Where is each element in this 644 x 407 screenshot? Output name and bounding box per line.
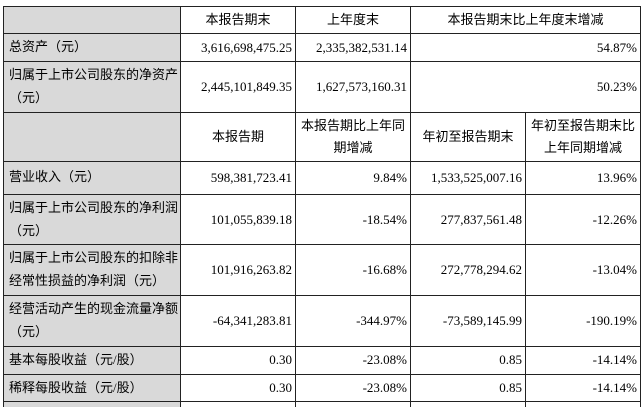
- row-label-net-profit: 归属于上市公司股东的净利润（元）: [3, 193, 181, 246]
- cell-basic-eps-ytd-change: -14.14%: [524, 345, 642, 375]
- cell-net-profit-current: 101,055,839.18: [180, 193, 296, 246]
- cell-diluted-eps-change: -23.08%: [295, 373, 411, 403]
- col-header-year-to-date: 年初至报告期末: [410, 111, 526, 162]
- cell-revenue-ytd: 1,533,525,007.16: [410, 160, 526, 195]
- col-header-current-period-end: 本报告期末: [180, 5, 296, 35]
- cell-cash-flow-current: -64,341,283.81: [180, 294, 296, 347]
- cell-roe-change: -4.16%: [295, 401, 411, 407]
- row-label-basic-eps: 基本每股收益（元/股）: [3, 345, 181, 375]
- table-row-net-profit: 归属于上市公司股东的净利润（元） 101,055,839.18 -18.54% …: [3, 193, 642, 246]
- cell-net-profit-ytd: 277,837,561.48: [410, 193, 526, 246]
- col-header-ytd-change-vs-same-period: 年初至报告期末比上年同期增减: [524, 111, 642, 162]
- table-row-total-assets: 总资产（元） 3,616,698,475.25 2,335,382,531.14…: [3, 33, 642, 63]
- cell-cash-flow-change: -344.97%: [295, 294, 411, 347]
- cell-net-assets-current: 2,445,101,849.35: [180, 61, 296, 113]
- cell-total-assets-prior: 2,335,382,531.14: [295, 33, 411, 63]
- col-header-change-vs-prior-year-end: 本报告期末比上年度末增减: [409, 5, 642, 35]
- table-row-weighted-avg-roe: 加权平均净资产收益率 4.61% -4.16% 14.84% -8.95%: [3, 401, 642, 407]
- col-header-change-vs-same-period: 本报告期比上年同期增减: [295, 111, 411, 162]
- cell-total-assets-current: 3,616,698,475.25: [180, 33, 296, 63]
- cell-roe-current: 4.61%: [180, 401, 296, 407]
- cell-total-assets-change: 54.87%: [409, 33, 642, 63]
- row-label-operating-revenue: 营业收入（元）: [3, 160, 181, 195]
- row-label-weighted-avg-roe: 加权平均净资产收益率: [3, 401, 181, 407]
- col-header-prior-year-end: 上年度末: [295, 5, 411, 35]
- row-label-net-assets: 归属于上市公司股东的净资产（元）: [3, 61, 181, 113]
- cell-net-assets-prior: 1,627,573,160.31: [295, 61, 411, 113]
- cell-diluted-eps-ytd: 0.85: [410, 373, 526, 403]
- col-header-current-period: 本报告期: [180, 111, 296, 162]
- cell-basic-eps-ytd: 0.85: [410, 345, 526, 375]
- financial-summary-table: 本报告期末 上年度末 本报告期末比上年度末增减 总资产（元） 3,616,698…: [3, 5, 642, 407]
- table-row-operating-revenue: 营业收入（元） 598,381,723.41 9.84% 1,533,525,0…: [3, 160, 642, 195]
- cell-basic-eps-current: 0.30: [180, 345, 296, 375]
- cell-basic-eps-change: -23.08%: [295, 345, 411, 375]
- cell-revenue-current: 598,381,723.41: [180, 160, 296, 195]
- cell-roe-ytd: 14.84%: [410, 401, 526, 407]
- corner-cell: [3, 111, 181, 162]
- table-row-net-assets: 归属于上市公司股东的净资产（元） 2,445,101,849.35 1,627,…: [3, 61, 642, 113]
- corner-cell: [3, 5, 181, 35]
- cell-diluted-eps-current: 0.30: [180, 373, 296, 403]
- table-row-basic-eps: 基本每股收益（元/股） 0.30 -23.08% 0.85 -14.14%: [3, 345, 642, 375]
- cell-cash-flow-ytd: -73,589,145.99: [410, 294, 526, 347]
- cell-revenue-ytd-change: 13.96%: [524, 160, 642, 195]
- cell-net-profit-ytd-change: -12.26%: [524, 193, 642, 246]
- cell-roe-ytd-change: -8.95%: [524, 401, 642, 407]
- cell-nonrecurring-current: 101,916,263.82: [180, 244, 296, 296]
- table-row-diluted-eps: 稀释每股收益（元/股） 0.30 -23.08% 0.85 -14.14%: [3, 373, 642, 403]
- table-header-row-period-end: 本报告期末 上年度末 本报告期末比上年度末增减: [3, 5, 642, 35]
- row-label-operating-cash-flow: 经营活动产生的现金流量净额（元）: [3, 294, 181, 347]
- cell-cash-flow-ytd-change: -190.19%: [524, 294, 642, 347]
- cell-diluted-eps-ytd-change: -14.14%: [524, 373, 642, 403]
- row-label-diluted-eps: 稀释每股收益（元/股）: [3, 373, 181, 403]
- row-label-total-assets: 总资产（元）: [3, 33, 181, 63]
- table-row-operating-cash-flow: 经营活动产生的现金流量净额（元） -64,341,283.81 -344.97%…: [3, 294, 642, 347]
- cell-nonrecurring-ytd-change: -13.04%: [524, 244, 642, 296]
- cell-revenue-change: 9.84%: [295, 160, 411, 195]
- row-label-net-profit-after-nonrecurring: 归属于上市公司股东的扣除非经常性损益的净利润（元）: [3, 244, 181, 296]
- cell-nonrecurring-change: -16.68%: [295, 244, 411, 296]
- table-row-net-profit-after-nonrecurring: 归属于上市公司股东的扣除非经常性损益的净利润（元） 101,916,263.82…: [3, 244, 642, 296]
- cell-net-assets-change: 50.23%: [409, 61, 642, 113]
- table-header-row-reporting-period: 本报告期 本报告期比上年同期增减 年初至报告期末 年初至报告期末比上年同期增减: [3, 111, 642, 162]
- cell-nonrecurring-ytd: 272,778,294.62: [410, 244, 526, 296]
- cell-net-profit-change: -18.54%: [295, 193, 411, 246]
